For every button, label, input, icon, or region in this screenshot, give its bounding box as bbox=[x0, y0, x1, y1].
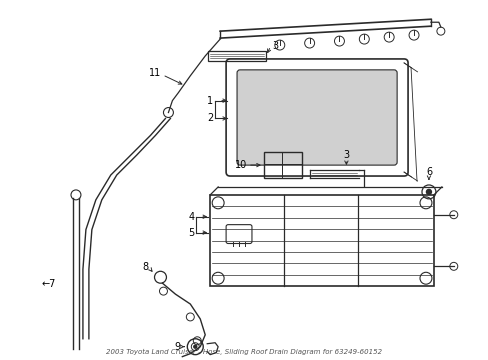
Text: 11: 11 bbox=[148, 68, 161, 78]
Text: 3: 3 bbox=[271, 41, 277, 51]
FancyBboxPatch shape bbox=[237, 70, 396, 165]
Circle shape bbox=[193, 345, 196, 348]
Bar bbox=[264, 152, 301, 178]
Circle shape bbox=[426, 189, 430, 194]
Text: 1: 1 bbox=[206, 96, 213, 105]
Text: 8: 8 bbox=[142, 262, 148, 272]
Text: 4: 4 bbox=[188, 212, 194, 222]
Text: 3: 3 bbox=[343, 150, 349, 160]
Bar bbox=[210, 195, 433, 286]
Text: 9: 9 bbox=[174, 342, 180, 352]
Text: 6: 6 bbox=[425, 167, 431, 177]
Text: 10: 10 bbox=[234, 160, 246, 170]
Bar bbox=[208, 51, 265, 61]
Text: 2003 Toyota Land Cruiser - Hose, Sliding Roof Drain Diagram for 63249-60152: 2003 Toyota Land Cruiser - Hose, Sliding… bbox=[106, 348, 382, 355]
Text: 5: 5 bbox=[188, 228, 194, 238]
Text: 2: 2 bbox=[206, 113, 213, 123]
Text: ←7: ←7 bbox=[41, 279, 56, 289]
